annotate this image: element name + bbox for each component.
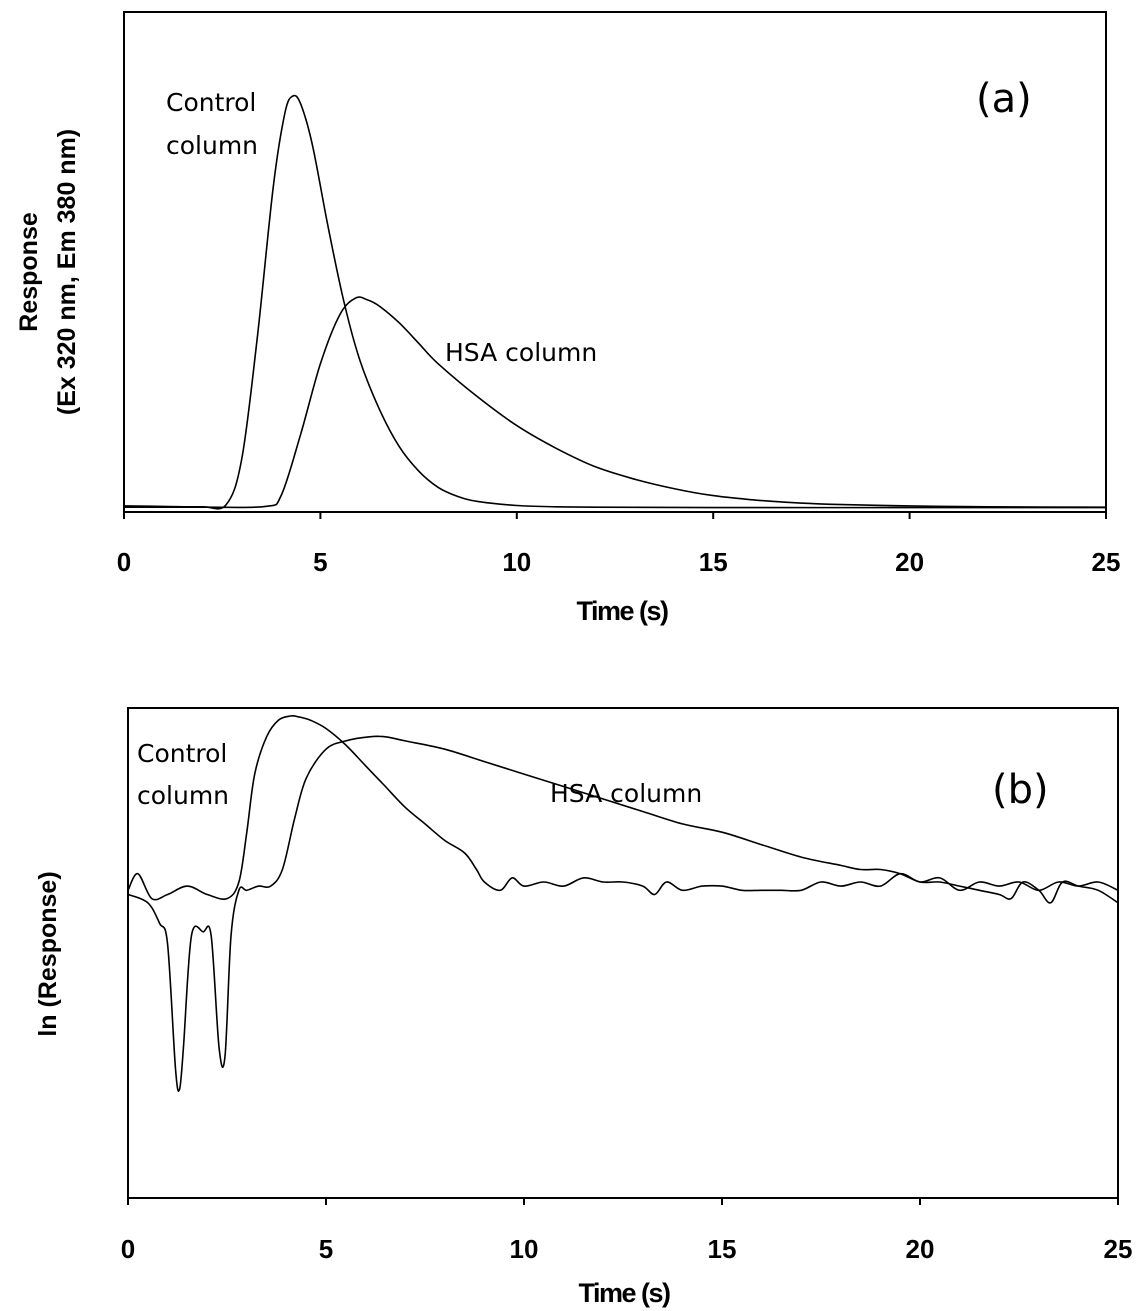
panel-b-control-label-line1: Control (137, 739, 227, 768)
panel-a-curves (123, 94, 1107, 510)
panel-a-x-axis-label: Time (s) (576, 596, 668, 626)
panel-a-control-label-line2: column (166, 131, 258, 160)
panel-a-chart: 0 5 10 15 20 25 Time (s) Response (Ex 320 nm,… (15, 11, 1121, 626)
panel-b-x-tick-label: 0 (121, 1234, 135, 1264)
panel-a-control-column-curve (123, 94, 1106, 510)
panel-b-hsa-label: HSA column (550, 779, 702, 808)
panel-b-control-label-line2: column (137, 781, 229, 810)
panel-a-x-tick-label: 20 (895, 547, 924, 577)
panel-b-curves (127, 714, 1119, 1092)
panel-b-x-tick-label: 20 (906, 1234, 935, 1264)
panel-a-plot-frame (123, 11, 1107, 513)
panel-a-y-axis-label-line2: (Ex 320 nm, Em 380 nm) (53, 129, 81, 415)
panel-b-x-tick-label: 10 (510, 1234, 539, 1264)
panel-b-label: (b) (992, 767, 1049, 813)
panel-b-x-tick-label: 25 (1104, 1234, 1133, 1264)
panel-a-x-tick-label: 15 (699, 547, 728, 577)
panel-a-hsa-label: HSA column (445, 338, 597, 367)
panel-b-hsa-column-curve (127, 735, 1119, 1092)
panel-b-x-axis-label: Time (s) (578, 1278, 670, 1308)
panel-a-label: (a) (976, 76, 1032, 122)
panel-b-y-axis-label: ln (Response) (34, 871, 62, 1036)
panel-b-chart: 0 5 10 15 20 25 Time (s) ln (Response) (b) Co… (34, 707, 1133, 1308)
panel-a-y-axis-label-line1: Response (15, 212, 43, 332)
panel-a-x-tick-label: 25 (1092, 547, 1121, 577)
panel-b-control-column-curve (127, 714, 1119, 901)
panel-a-hsa-column-curve (123, 296, 1107, 509)
panel-b-x-ticks: 0 5 10 15 20 25 (121, 1198, 1133, 1264)
panel-a-x-tick-label: 0 (117, 547, 131, 577)
panel-a-x-tick-label: 5 (313, 547, 327, 577)
panel-b-x-tick-label: 5 (319, 1234, 333, 1264)
panel-a-x-ticks: 0 5 10 15 20 25 (117, 512, 1121, 577)
panel-a-x-tick-label: 10 (502, 547, 531, 577)
panel-b-x-tick-label: 15 (708, 1234, 737, 1264)
panel-a-control-label-line1: Control (166, 88, 256, 117)
